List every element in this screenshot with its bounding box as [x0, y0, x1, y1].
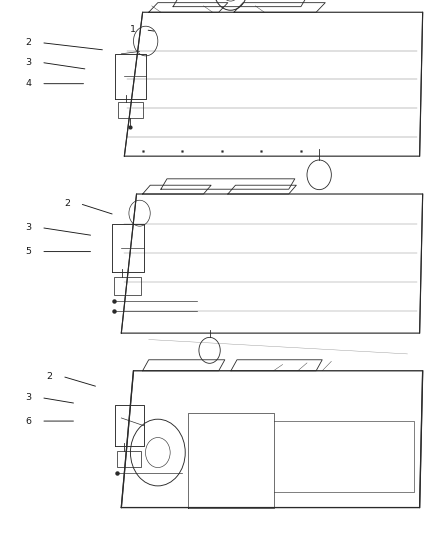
Text: 2: 2: [46, 372, 53, 381]
Bar: [118, 102, 143, 118]
Text: 4: 4: [25, 79, 32, 88]
Text: 6: 6: [25, 417, 32, 425]
Text: 3: 3: [25, 58, 32, 67]
Text: 2: 2: [25, 38, 32, 47]
Text: 1: 1: [130, 26, 136, 34]
Text: 3: 3: [25, 223, 32, 232]
Bar: [114, 277, 141, 295]
Text: 5: 5: [25, 247, 32, 256]
Bar: [117, 451, 141, 467]
Text: 3: 3: [25, 393, 32, 402]
Text: 2: 2: [64, 199, 70, 208]
